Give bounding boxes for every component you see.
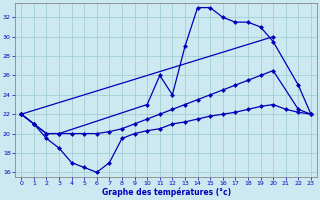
X-axis label: Graphe des températures (°c): Graphe des températures (°c)	[101, 188, 231, 197]
